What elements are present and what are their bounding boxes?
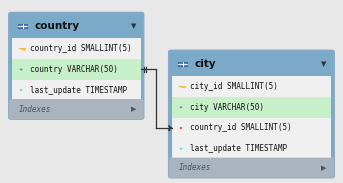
- Polygon shape: [19, 68, 23, 71]
- Polygon shape: [19, 88, 23, 92]
- Text: Indexes: Indexes: [179, 163, 211, 172]
- FancyBboxPatch shape: [9, 13, 144, 119]
- Polygon shape: [179, 126, 183, 130]
- Text: ▶: ▶: [131, 106, 136, 112]
- Bar: [12, 59, 141, 80]
- Bar: [172, 76, 331, 97]
- Text: country_id SMALLINT(5): country_id SMALLINT(5): [30, 44, 132, 53]
- Text: Indexes: Indexes: [19, 104, 51, 114]
- Bar: [12, 100, 141, 109]
- Text: country: country: [35, 21, 80, 31]
- Text: city_id SMALLINT(5): city_id SMALLINT(5): [190, 82, 278, 91]
- Text: city VARCHAR(50): city VARCHAR(50): [190, 103, 264, 112]
- Bar: [12, 38, 141, 59]
- Text: country VARCHAR(50): country VARCHAR(50): [30, 65, 118, 74]
- Bar: [172, 159, 331, 168]
- Bar: [172, 138, 331, 159]
- FancyBboxPatch shape: [169, 50, 334, 178]
- Text: ▶: ▶: [321, 165, 327, 171]
- Text: city: city: [194, 59, 216, 69]
- Bar: [178, 62, 187, 66]
- Text: country_id SMALLINT(5): country_id SMALLINT(5): [190, 124, 292, 132]
- Bar: [19, 24, 27, 28]
- Text: ▼: ▼: [321, 61, 327, 67]
- Bar: [172, 97, 331, 118]
- Polygon shape: [179, 147, 183, 151]
- Text: ▼: ▼: [131, 23, 136, 29]
- FancyBboxPatch shape: [9, 99, 144, 119]
- Text: last_update TIMESTAMP: last_update TIMESTAMP: [190, 144, 287, 153]
- Circle shape: [18, 48, 22, 50]
- Bar: [12, 80, 141, 100]
- Circle shape: [178, 85, 182, 88]
- Bar: [172, 118, 331, 138]
- FancyBboxPatch shape: [169, 158, 334, 178]
- Polygon shape: [179, 105, 183, 109]
- Text: last_update TIMESTAMP: last_update TIMESTAMP: [30, 86, 128, 95]
